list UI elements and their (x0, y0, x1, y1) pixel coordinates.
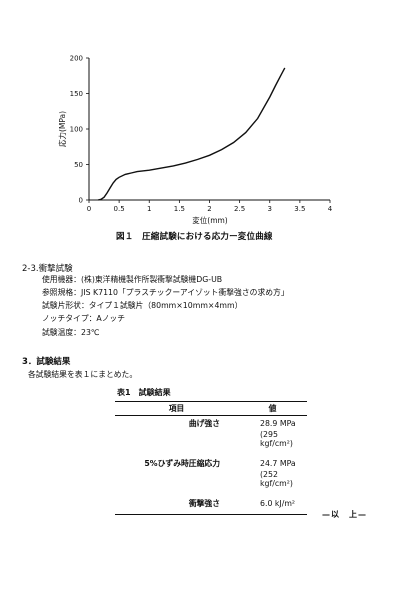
plot-frame (88, 58, 330, 201)
section-heading-impact: 2-3.衝撃試験 (22, 264, 73, 274)
stress-displacement-curve (97, 67, 286, 201)
x-tick-label: 2 (207, 205, 211, 213)
figure-caption: 図１ 圧縮試験における応力ー変位曲線 (116, 232, 273, 242)
x-tick-label: 2.5 (234, 205, 245, 213)
y-axis-label: 応力(MPa) (57, 111, 67, 147)
section-line: 試験片形状：タイプ１試験片（80mm×10mm×4mm） (42, 301, 243, 310)
x-tick-label: 1.5 (174, 205, 185, 213)
x-tick-label: 3 (268, 205, 272, 213)
table-row: (295 kgf/cm²) (115, 430, 307, 448)
table-row: 衝撃強さ 6.0 kJ/m² (115, 488, 307, 515)
section-line: 参照規格：JIS K7110「プラスチックーアイゾット衝撃強さの求め方」 (42, 288, 289, 297)
table-row: 5%ひずみ時圧縮応力 24.7 MPa (115, 448, 307, 470)
y-tick-label: 50 (74, 161, 83, 169)
table-header-row: 項目 値 (115, 401, 307, 416)
row-value: 6.0 kJ/m² (238, 488, 307, 515)
x-tick-label: 0.5 (114, 205, 125, 213)
results-intro: 各試験結果を表１にまとめた。 (28, 370, 138, 379)
header-value: 値 (238, 401, 307, 416)
results-table: 項目 値 曲げ強さ 28.9 MPa (295 kgf/cm²) 5%ひずみ時圧… (115, 401, 307, 515)
table-row: (252 kgf/cm²) (115, 470, 307, 488)
y-tick-label: 0 (79, 197, 83, 205)
section-line: 使用機器：(株)東洋精機製作所製衝撃試験機DG-UB (42, 275, 223, 284)
row-value: 24.7 MPa (260, 458, 296, 468)
row-item: 衝撃強さ (115, 488, 238, 515)
row-item: 曲げ強さ (188, 418, 220, 428)
x-tick-label: 3.5 (294, 205, 305, 213)
x-tick-label: 4 (328, 205, 333, 213)
y-tick-label: 150 (70, 90, 83, 98)
row-value: 28.9 MPa (260, 418, 296, 428)
table-title: 表1 試験結果 (117, 388, 171, 397)
x-tick-label: 0 (87, 205, 91, 213)
end-mark: —以 上— (322, 510, 367, 519)
y-tick-label: 100 (70, 126, 83, 134)
section-line: 試験温度：23℃ (42, 328, 100, 337)
row-item: 5%ひずみ時圧縮応力 (144, 458, 220, 468)
section-line: ノッチタイプ：Aノッチ (42, 314, 125, 323)
header-item: 項目 (115, 401, 238, 416)
y-tick-label: 200 (70, 55, 83, 63)
row-sub-value: (295 kgf/cm²) (260, 430, 293, 448)
table-row: 曲げ強さ 28.9 MPa (115, 416, 307, 431)
x-axis-label: 変位(mm) (192, 215, 228, 225)
stress-displacement-chart: 0 50 100 150 200 0 0.5 1 1.5 2 2.5 3 3.5 4 応力(MPa) 変… (57, 55, 333, 226)
x-tick-label: 1 (147, 205, 151, 213)
row-sub-value: (252 kgf/cm²) (260, 470, 293, 488)
section-heading-results: 3．試験結果 (22, 357, 71, 367)
